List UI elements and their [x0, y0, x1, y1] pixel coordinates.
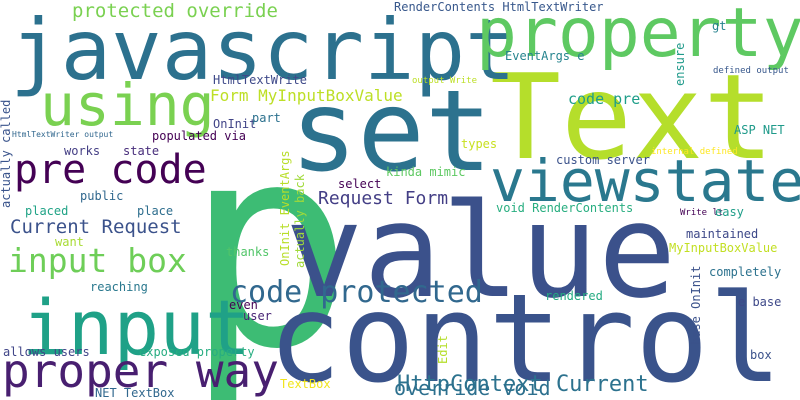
word-cloud-word: internal defined: [651, 147, 738, 157]
word-cloud-word: e base: [738, 295, 782, 309]
word-cloud-word: actually called: [0, 99, 13, 208]
word-cloud-word: allows users: [3, 345, 90, 359]
word-cloud-word: placed: [25, 204, 69, 218]
word-cloud-word: pre code: [14, 147, 207, 193]
word-cloud-word: kinda mimic: [386, 165, 466, 179]
word-cloud-word: control: [268, 268, 783, 400]
word-cloud-word: want: [55, 235, 84, 249]
word-cloud-word: user: [243, 309, 272, 323]
word-cloud-word: actually back: [293, 174, 307, 268]
word-cloud-word: Write lt: [680, 208, 724, 218]
word-cloud-word: property: [476, 0, 800, 73]
word-cloud-word: exposed property: [139, 345, 255, 359]
word-cloud-word: ASP NET: [734, 123, 785, 137]
word-cloud-word: RenderContents HtmlTextWriter: [394, 0, 604, 14]
word-cloud-word: OnInit: [213, 117, 257, 131]
word-cloud-word: HtmlTextWrite: [213, 73, 307, 87]
word-cloud-word: works: [64, 144, 101, 158]
word-cloud-word: OnInit EventArgs: [278, 150, 292, 266]
word-cloud-word: completely: [709, 265, 782, 279]
word-cloud-word: set: [290, 67, 493, 197]
word-cloud-word: defined output: [713, 66, 789, 76]
word-cloud-word: void RenderContents: [496, 201, 634, 215]
word-cloud-word: ensure: [673, 42, 687, 86]
word-cloud-word: easy: [715, 205, 744, 219]
word-cloud-word: gt: [712, 19, 727, 33]
word-cloud-word: place: [137, 204, 174, 218]
word-cloud-word: HttpContext Current: [397, 372, 649, 397]
word-cloud-word: public: [80, 189, 124, 203]
word-cloud-word: select: [338, 177, 382, 191]
word-cloud-word: input: [22, 283, 251, 372]
word-cloud-word: Edit: [436, 335, 450, 364]
word-cloud-word: state: [123, 144, 160, 158]
word-cloud-word: HtmlTextWriter output: [12, 130, 114, 139]
word-cloud-word: viewstate: [490, 147, 800, 215]
word-cloud-word: Text: [490, 48, 775, 186]
word-cloud-word: TextBox: [280, 377, 331, 391]
word-cloud-word: Current Request: [10, 216, 182, 238]
word-cloud-word: protected override: [72, 0, 278, 22]
word-cloud-word: using: [40, 71, 215, 139]
word-cloud-word: custom server: [556, 153, 650, 167]
word-cloud-word: code protected: [230, 275, 483, 310]
word-cloud-word: box: [750, 348, 772, 362]
word-cloud-word: thanks: [226, 245, 270, 259]
word-cloud-word: code pre: [568, 90, 641, 108]
word-cloud-word: base OnInit: [689, 265, 703, 345]
word-cloud-word: value: [285, 175, 677, 327]
word-cloud-word: Form MyInputBoxValue: [210, 86, 403, 105]
word-cloud-word: reaching: [90, 280, 148, 294]
word-cloud-word: NET TextBox: [95, 386, 175, 400]
word-cloud-word: javascript: [10, 1, 516, 99]
word-cloud-word: maintained: [686, 227, 759, 241]
word-cloud-word: populated via: [152, 129, 246, 143]
word-cloud-word: types: [461, 137, 498, 151]
word-cloud-word: input box: [8, 241, 187, 280]
word-cloud-word: Request Form: [318, 188, 449, 209]
word-cloud-word: rendered: [545, 289, 603, 303]
word-cloud-word: override void: [394, 376, 551, 400]
word-cloud-word: output Write: [412, 76, 478, 86]
word-cloud-word: part: [252, 111, 281, 125]
word-cloud-word: MyInputBoxValue: [669, 241, 778, 255]
word-cloud-word: proper way: [2, 344, 279, 398]
word-cloud-word: p: [185, 85, 354, 400]
word-cloud-word: even: [229, 298, 258, 312]
word-cloud-word: EventArgs e: [505, 49, 585, 63]
